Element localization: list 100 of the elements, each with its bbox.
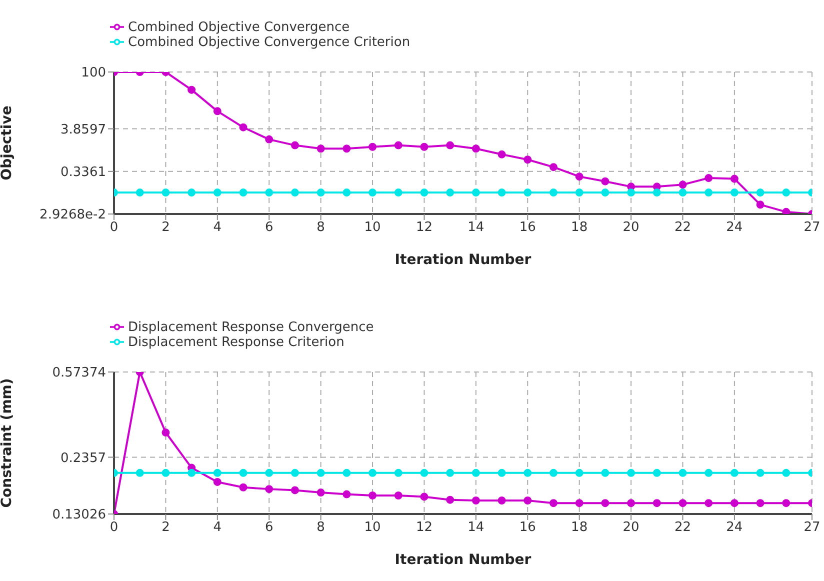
x-tick-label: 27 xyxy=(804,220,820,236)
x-axis-title: Iteration Number xyxy=(394,552,532,568)
point xyxy=(704,499,713,508)
point xyxy=(342,144,351,153)
x-axis-title: Iteration Number xyxy=(394,252,532,268)
point xyxy=(756,200,764,209)
x-tick-label: 24 xyxy=(726,220,743,236)
point xyxy=(162,428,170,437)
point xyxy=(756,188,764,197)
point xyxy=(524,468,532,477)
x-tick-label: 16 xyxy=(519,220,536,236)
legend-label: Displacement Response Criterion xyxy=(128,335,344,350)
point xyxy=(290,468,299,477)
point xyxy=(188,86,196,94)
point xyxy=(420,492,428,501)
point xyxy=(290,141,299,150)
x-tick-label: 22 xyxy=(674,520,692,536)
point xyxy=(394,468,402,477)
point xyxy=(782,468,790,477)
point xyxy=(136,468,144,477)
point xyxy=(446,141,454,150)
x-tick-label: 6 xyxy=(264,220,274,236)
point xyxy=(368,188,377,197)
point xyxy=(756,468,764,477)
point xyxy=(678,188,687,197)
point xyxy=(446,496,454,504)
point xyxy=(472,144,480,153)
legend-label: Combined Objective Convergence Criterion xyxy=(128,35,410,50)
point xyxy=(498,150,506,158)
point xyxy=(239,483,248,492)
point xyxy=(704,188,713,197)
x-tick-label: 24 xyxy=(726,520,743,536)
point xyxy=(342,490,351,498)
point xyxy=(213,478,222,486)
x-tick-label: 14 xyxy=(468,520,484,536)
point xyxy=(420,188,428,197)
y-tick-label: 2.9268e-2 xyxy=(40,208,106,223)
point xyxy=(239,468,248,477)
x-tick-label: 0 xyxy=(110,520,118,536)
point xyxy=(316,144,325,153)
point xyxy=(239,188,248,197)
point xyxy=(498,188,506,197)
point xyxy=(342,468,351,477)
point xyxy=(678,468,687,477)
point xyxy=(316,468,325,477)
y-axis-title: Constraint (mm) xyxy=(0,378,15,508)
x-tick-label: 12 xyxy=(416,520,432,536)
point xyxy=(290,188,299,197)
point xyxy=(549,468,558,477)
point xyxy=(652,188,661,197)
point xyxy=(782,208,790,214)
point xyxy=(368,468,377,477)
x-tick-label: 6 xyxy=(264,520,274,536)
point xyxy=(704,174,713,182)
x-tick-label: 4 xyxy=(213,220,222,236)
point xyxy=(652,499,661,508)
point xyxy=(265,135,274,144)
point xyxy=(290,486,299,494)
point xyxy=(265,485,274,494)
point xyxy=(524,156,532,164)
x-tick-label: 18 xyxy=(571,220,588,236)
x-tick-label: 18 xyxy=(571,520,588,536)
y-tick-label: 0.3361 xyxy=(60,165,106,180)
y-tick-label: 0.57374 xyxy=(52,366,106,381)
x-tick-label: 14 xyxy=(468,220,484,236)
point xyxy=(213,188,222,197)
x-tick-label: 8 xyxy=(316,220,325,236)
point xyxy=(394,188,402,197)
point xyxy=(678,180,687,189)
x-tick-label: 20 xyxy=(622,520,640,536)
x-tick-label: 16 xyxy=(519,520,536,536)
point xyxy=(316,488,325,497)
point xyxy=(446,468,454,477)
point xyxy=(782,499,790,508)
point xyxy=(472,468,480,477)
point xyxy=(472,496,480,504)
point xyxy=(213,107,222,116)
point xyxy=(498,468,506,477)
point xyxy=(575,499,584,508)
legend-label: Displacement Response Convergence xyxy=(128,320,374,335)
point xyxy=(549,499,558,508)
point xyxy=(575,468,584,477)
x-tick-label: 2 xyxy=(162,220,170,236)
point xyxy=(601,499,610,508)
point xyxy=(394,492,402,500)
y-axis-title: Objective xyxy=(0,106,15,180)
y-tick-label: 100 xyxy=(81,66,106,81)
point xyxy=(213,468,222,477)
x-tick-label: 4 xyxy=(213,520,222,536)
point xyxy=(188,468,196,477)
point xyxy=(265,188,274,197)
point xyxy=(782,188,790,197)
point xyxy=(730,468,738,477)
point xyxy=(704,468,713,477)
point xyxy=(162,468,170,477)
y-tick-label: 3.8597 xyxy=(60,122,106,138)
point xyxy=(368,492,377,500)
point xyxy=(524,188,532,197)
point xyxy=(420,142,428,151)
point xyxy=(756,499,764,508)
